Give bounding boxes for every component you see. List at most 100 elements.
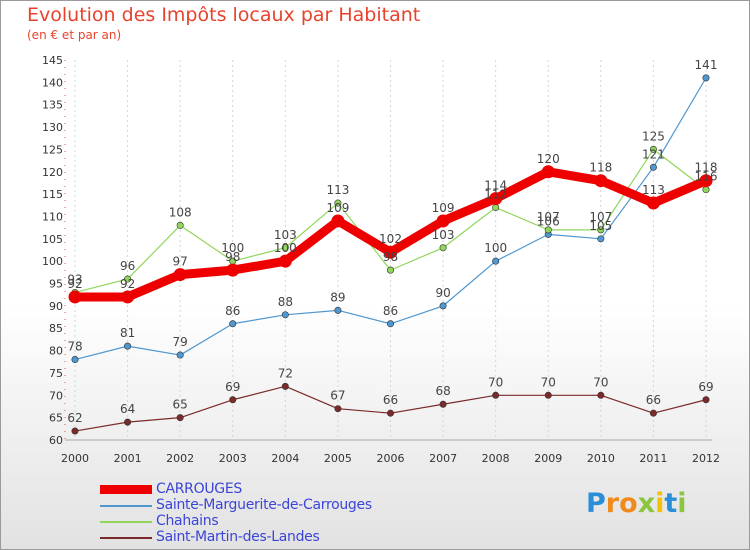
data-label: 65 [173,398,188,412]
data-point [492,257,500,265]
data-label: 92 [120,277,135,291]
y-tick-label: 80 [49,345,63,358]
y-tick-label: 95 [49,278,63,291]
data-label: 89 [330,290,345,304]
x-tick-label: 2003 [219,452,247,465]
data-label: 79 [173,335,188,349]
data-label: 78 [67,340,82,354]
data-label: 86 [225,304,240,318]
data-label: 66 [646,393,661,407]
data-point [176,221,184,229]
data-label: 97 [173,255,188,269]
chart-title: Evolution des Impôts locaux par Habitant [27,4,421,26]
data-label: 86 [383,304,398,318]
proxiti-logo: Proxiti [586,488,687,519]
data-point [489,192,503,206]
logo-letter: r [605,488,620,519]
data-label: 121 [642,147,665,161]
y-tick-label: 130 [42,121,63,134]
data-point [124,342,132,350]
data-point [334,306,342,314]
data-point [331,214,345,228]
y-tick-label: 115 [42,188,63,201]
data-label: 70 [593,375,608,389]
x-tick-label: 2007 [429,452,457,465]
data-label: 100 [221,241,244,255]
x-tick-label: 2008 [482,452,510,465]
data-point [124,275,132,283]
data-label: 109 [432,201,455,215]
data-label: 141 [695,58,718,72]
data-point [173,268,187,282]
data-point [649,409,657,417]
data-point [384,245,397,259]
logo-letter: i [677,488,687,519]
legend-label-sainte-marguerite: Sainte-Marguerite-de-Carrouges [156,497,372,513]
legend-swatch-chahains [100,521,152,523]
data-point [71,356,79,364]
data-point [597,391,605,399]
data-label: 92 [67,277,82,291]
legend-swatch-saint-martin [100,537,152,539]
y-tick-label: 125 [42,143,63,156]
data-label: 107 [589,210,612,224]
data-point [702,186,710,194]
data-point [597,235,605,243]
data-point [646,196,660,210]
data-label: 114 [484,179,507,193]
data-point [386,320,394,328]
y-tick-label: 65 [49,412,63,425]
data-label: 66 [383,393,398,407]
data-point [492,204,500,212]
x-tick-label: 2006 [377,452,405,465]
y-tick-label: 90 [49,300,63,313]
data-point [386,266,394,274]
data-label: 109 [326,201,349,215]
x-tick-label: 2012 [692,452,720,465]
data-label: 96 [120,259,135,273]
y-tick-label: 60 [49,434,63,447]
logo-letter: t [664,488,678,519]
y-tick-label: 75 [49,367,63,380]
data-point [436,214,450,228]
data-label: 118 [589,161,612,175]
y-tick-label: 100 [42,255,63,268]
data-point [281,244,289,252]
data-label: 120 [537,152,560,166]
y-tick-label: 85 [49,322,63,335]
x-tick-label: 2000 [61,452,89,465]
data-point [597,226,605,234]
data-point [649,163,657,171]
y-tick-label: 135 [42,99,63,112]
data-point [544,226,552,234]
data-point [176,414,184,422]
data-label: 68 [435,384,450,398]
data-label: 62 [67,411,82,425]
logo-letter: o [619,488,638,519]
data-label: 108 [169,205,192,219]
data-label: 116 [695,170,718,184]
legend-swatch-carrouges [100,485,152,494]
data-point [121,290,135,304]
data-point [386,409,394,417]
data-point [649,145,657,153]
y-tick-label: 140 [42,76,63,89]
data-point [702,396,710,404]
data-point [281,311,289,319]
data-point [278,254,292,268]
data-point [68,290,82,304]
data-label: 90 [435,286,450,300]
data-point [439,302,447,310]
data-point [702,74,710,82]
chart-subtitle: (en € et par an) [27,28,122,42]
data-label: 70 [541,375,556,389]
data-point [334,405,342,413]
data-point [492,391,500,399]
data-label: 81 [120,326,135,340]
data-label: 103 [274,228,297,242]
logo-letter: x [637,488,656,519]
data-label: 100 [484,241,507,255]
data-label: 98 [225,250,240,264]
x-tick-label: 2005 [324,452,352,465]
x-tick-label: 2009 [534,452,562,465]
